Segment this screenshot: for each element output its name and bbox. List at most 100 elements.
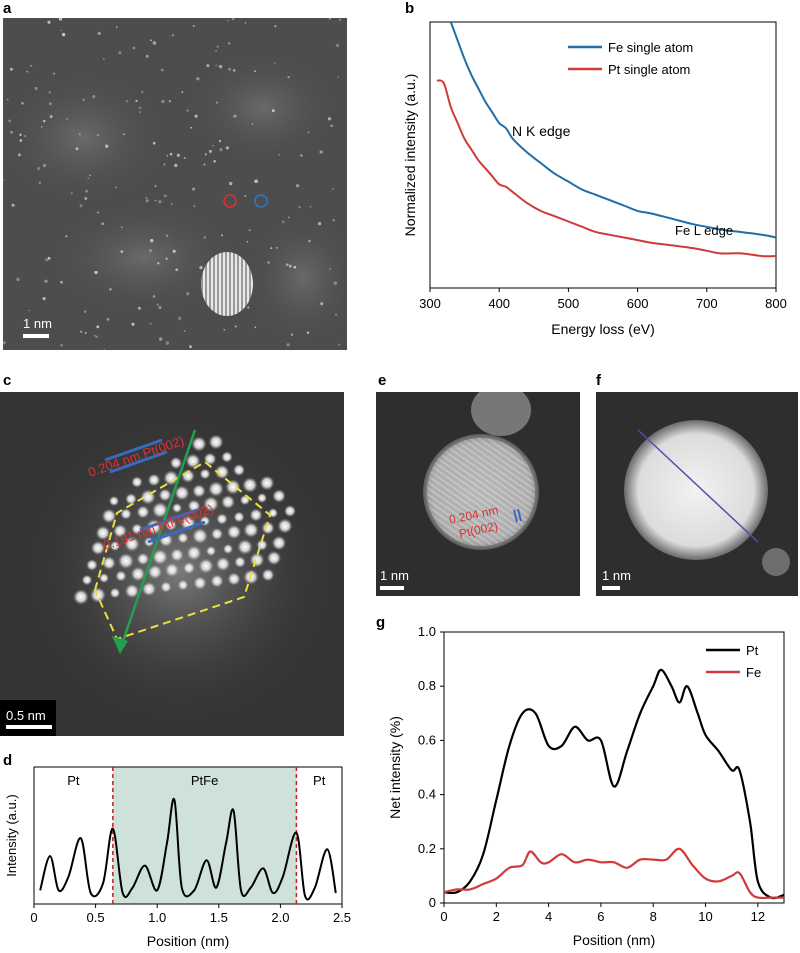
atom-dot (177, 316, 182, 321)
atom-dot (82, 98, 85, 101)
atom-column (214, 464, 230, 480)
atom-column (185, 453, 201, 469)
atom-column (242, 477, 258, 493)
atom-column (198, 558, 214, 574)
atom-dot (48, 102, 52, 106)
scale-bar-label-f: 1 nm (602, 568, 631, 583)
atom-dot (115, 26, 118, 28)
atom-dot (287, 216, 290, 219)
atom-dot (102, 58, 105, 60)
atom-dot (30, 64, 33, 67)
atom-column (226, 524, 242, 540)
x-tick-label: 500 (558, 296, 580, 311)
atom-column (216, 513, 228, 525)
atom-column (257, 493, 267, 503)
panel-label-a: a (3, 0, 12, 17)
eds-profile-chart: 0 2 4 6 8 10 12 0 0.2 0.4 0.6 0.8 1.0 Position (nm) Ne… (387, 624, 785, 948)
atom-column (131, 476, 143, 488)
atom-dot (34, 86, 38, 91)
atom-dot (58, 18, 63, 21)
atom-dot (6, 98, 9, 101)
atom-dot (145, 199, 149, 203)
atom-dot (79, 204, 83, 208)
atom-dot (244, 195, 247, 197)
atom-dot (3, 341, 6, 345)
atom-dot (152, 295, 156, 298)
atom-dot (320, 302, 324, 306)
lattice-mark-e-2 (517, 508, 522, 522)
atom-dot (183, 330, 186, 332)
x-tick-label: 8 (650, 909, 657, 924)
atom-dot (75, 147, 79, 151)
atom-dot (281, 220, 285, 224)
atom-column (163, 470, 179, 486)
x-axis-label: Energy loss (eV) (551, 321, 654, 337)
atom-dot (332, 187, 334, 190)
atom-dot (42, 296, 46, 301)
atom-dot (290, 333, 294, 336)
atom-dot (165, 257, 168, 260)
atom-dot (208, 149, 212, 153)
atom-column (225, 479, 241, 495)
arrow-head (112, 636, 128, 654)
atom-dot (65, 235, 68, 238)
atom-dot (246, 240, 249, 243)
atom-column (259, 475, 275, 491)
y-tick-label: 0.8 (418, 678, 436, 693)
atom-dot (174, 163, 178, 168)
scale-bar-e (380, 586, 404, 590)
atom-column (249, 552, 265, 568)
atom-dot (125, 100, 128, 103)
atom-column (172, 503, 182, 513)
atom-dot (165, 234, 169, 238)
atom-dot (170, 203, 173, 206)
atom-column (249, 508, 263, 522)
atom-column (221, 495, 235, 509)
atom-dot (157, 262, 160, 265)
atom-column (115, 570, 127, 582)
atom-dot (95, 335, 98, 339)
atom-dot (175, 268, 179, 272)
x-tick-label: 2.0 (271, 910, 289, 925)
atom-dot (274, 24, 277, 28)
atom-dot (307, 131, 310, 134)
atom-dot (186, 109, 189, 112)
atom-dot (190, 126, 193, 129)
atom-column (101, 508, 117, 524)
atom-dot (169, 152, 173, 156)
atom-dot (23, 135, 27, 138)
stem-image-single-atoms: 1 nm (3, 18, 347, 350)
pt-atom-marker (223, 194, 237, 208)
atom-column (86, 559, 98, 571)
panel-label-b: b (405, 0, 415, 17)
x-axis-label: Position (nm) (147, 933, 229, 949)
atom-dot (338, 18, 341, 21)
atom-dot (215, 64, 217, 67)
atom-column (170, 548, 184, 562)
legend-label: Fe single atom (608, 40, 693, 55)
haadf-image-e-svg: 0.204 nm Pt(002) (376, 392, 580, 596)
x-tick-label: 12 (751, 909, 765, 924)
region-label: PtFe (191, 773, 218, 788)
atom-dot (103, 348, 106, 350)
atom-dot (176, 153, 180, 157)
atom-dot (17, 153, 21, 157)
atom-dot (149, 322, 152, 325)
atom-dot (42, 119, 46, 123)
atom-dot (318, 222, 322, 226)
neighbor-particle (471, 392, 531, 436)
atom-dot (96, 325, 100, 329)
atom-column (186, 545, 202, 561)
atom-dot (9, 67, 13, 71)
series-line-fe (449, 21, 777, 239)
atom-column (113, 524, 127, 538)
atom-column (120, 508, 132, 520)
atom-column (90, 540, 106, 556)
lattice-mark-ptfe-2 (147, 520, 206, 544)
atom-column (284, 505, 296, 517)
plot-frame (429, 21, 777, 289)
atom-column (109, 587, 121, 599)
atom-dot (145, 196, 148, 199)
atom-dot (196, 77, 200, 81)
atom-column (191, 436, 207, 452)
